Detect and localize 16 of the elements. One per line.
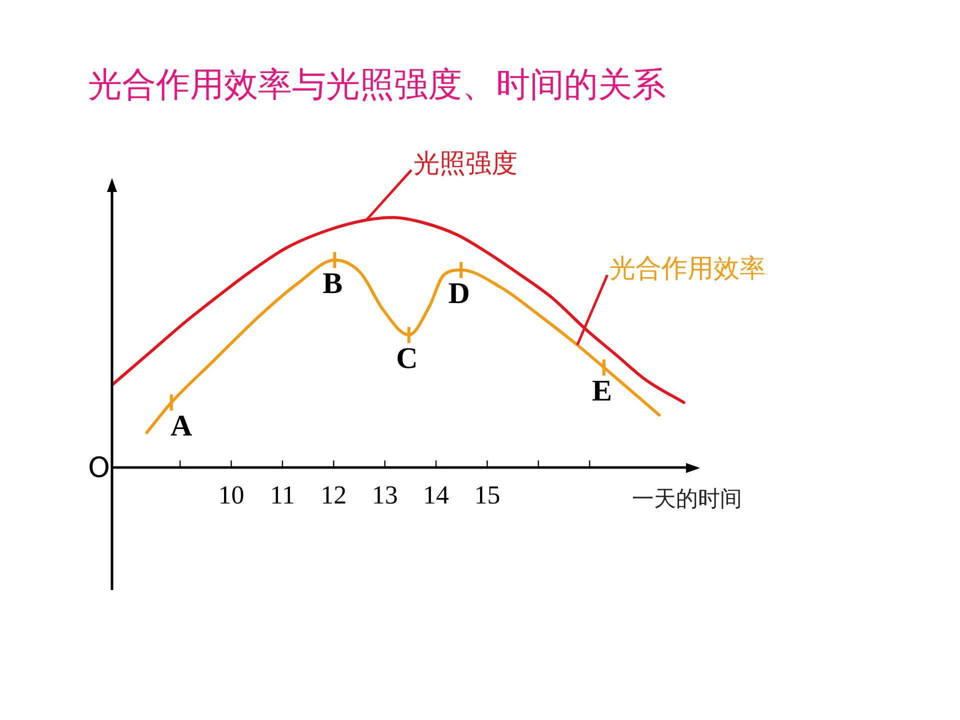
x-tick-label: 10: [218, 480, 244, 510]
x-tick-label: 14: [423, 480, 450, 510]
x-tick-label: 12: [320, 480, 347, 510]
x-axis-title: 一天的时间: [632, 487, 742, 512]
series-label: 光照强度: [413, 148, 518, 179]
x-tick-label: 13: [372, 480, 398, 510]
text: O: [88, 450, 110, 484]
chart-title: 光合作用效率与光照强度、时间的关系: [88, 64, 666, 107]
annotation: A: [170, 409, 193, 442]
x-tick-label: 15: [474, 480, 500, 510]
annotation: B: [322, 266, 343, 300]
annotation: D: [448, 276, 470, 310]
annotation: E: [592, 374, 612, 408]
text: 光合作用效率: [609, 254, 766, 284]
annotation: C: [396, 342, 418, 375]
x-tick-label: 11: [270, 480, 295, 510]
